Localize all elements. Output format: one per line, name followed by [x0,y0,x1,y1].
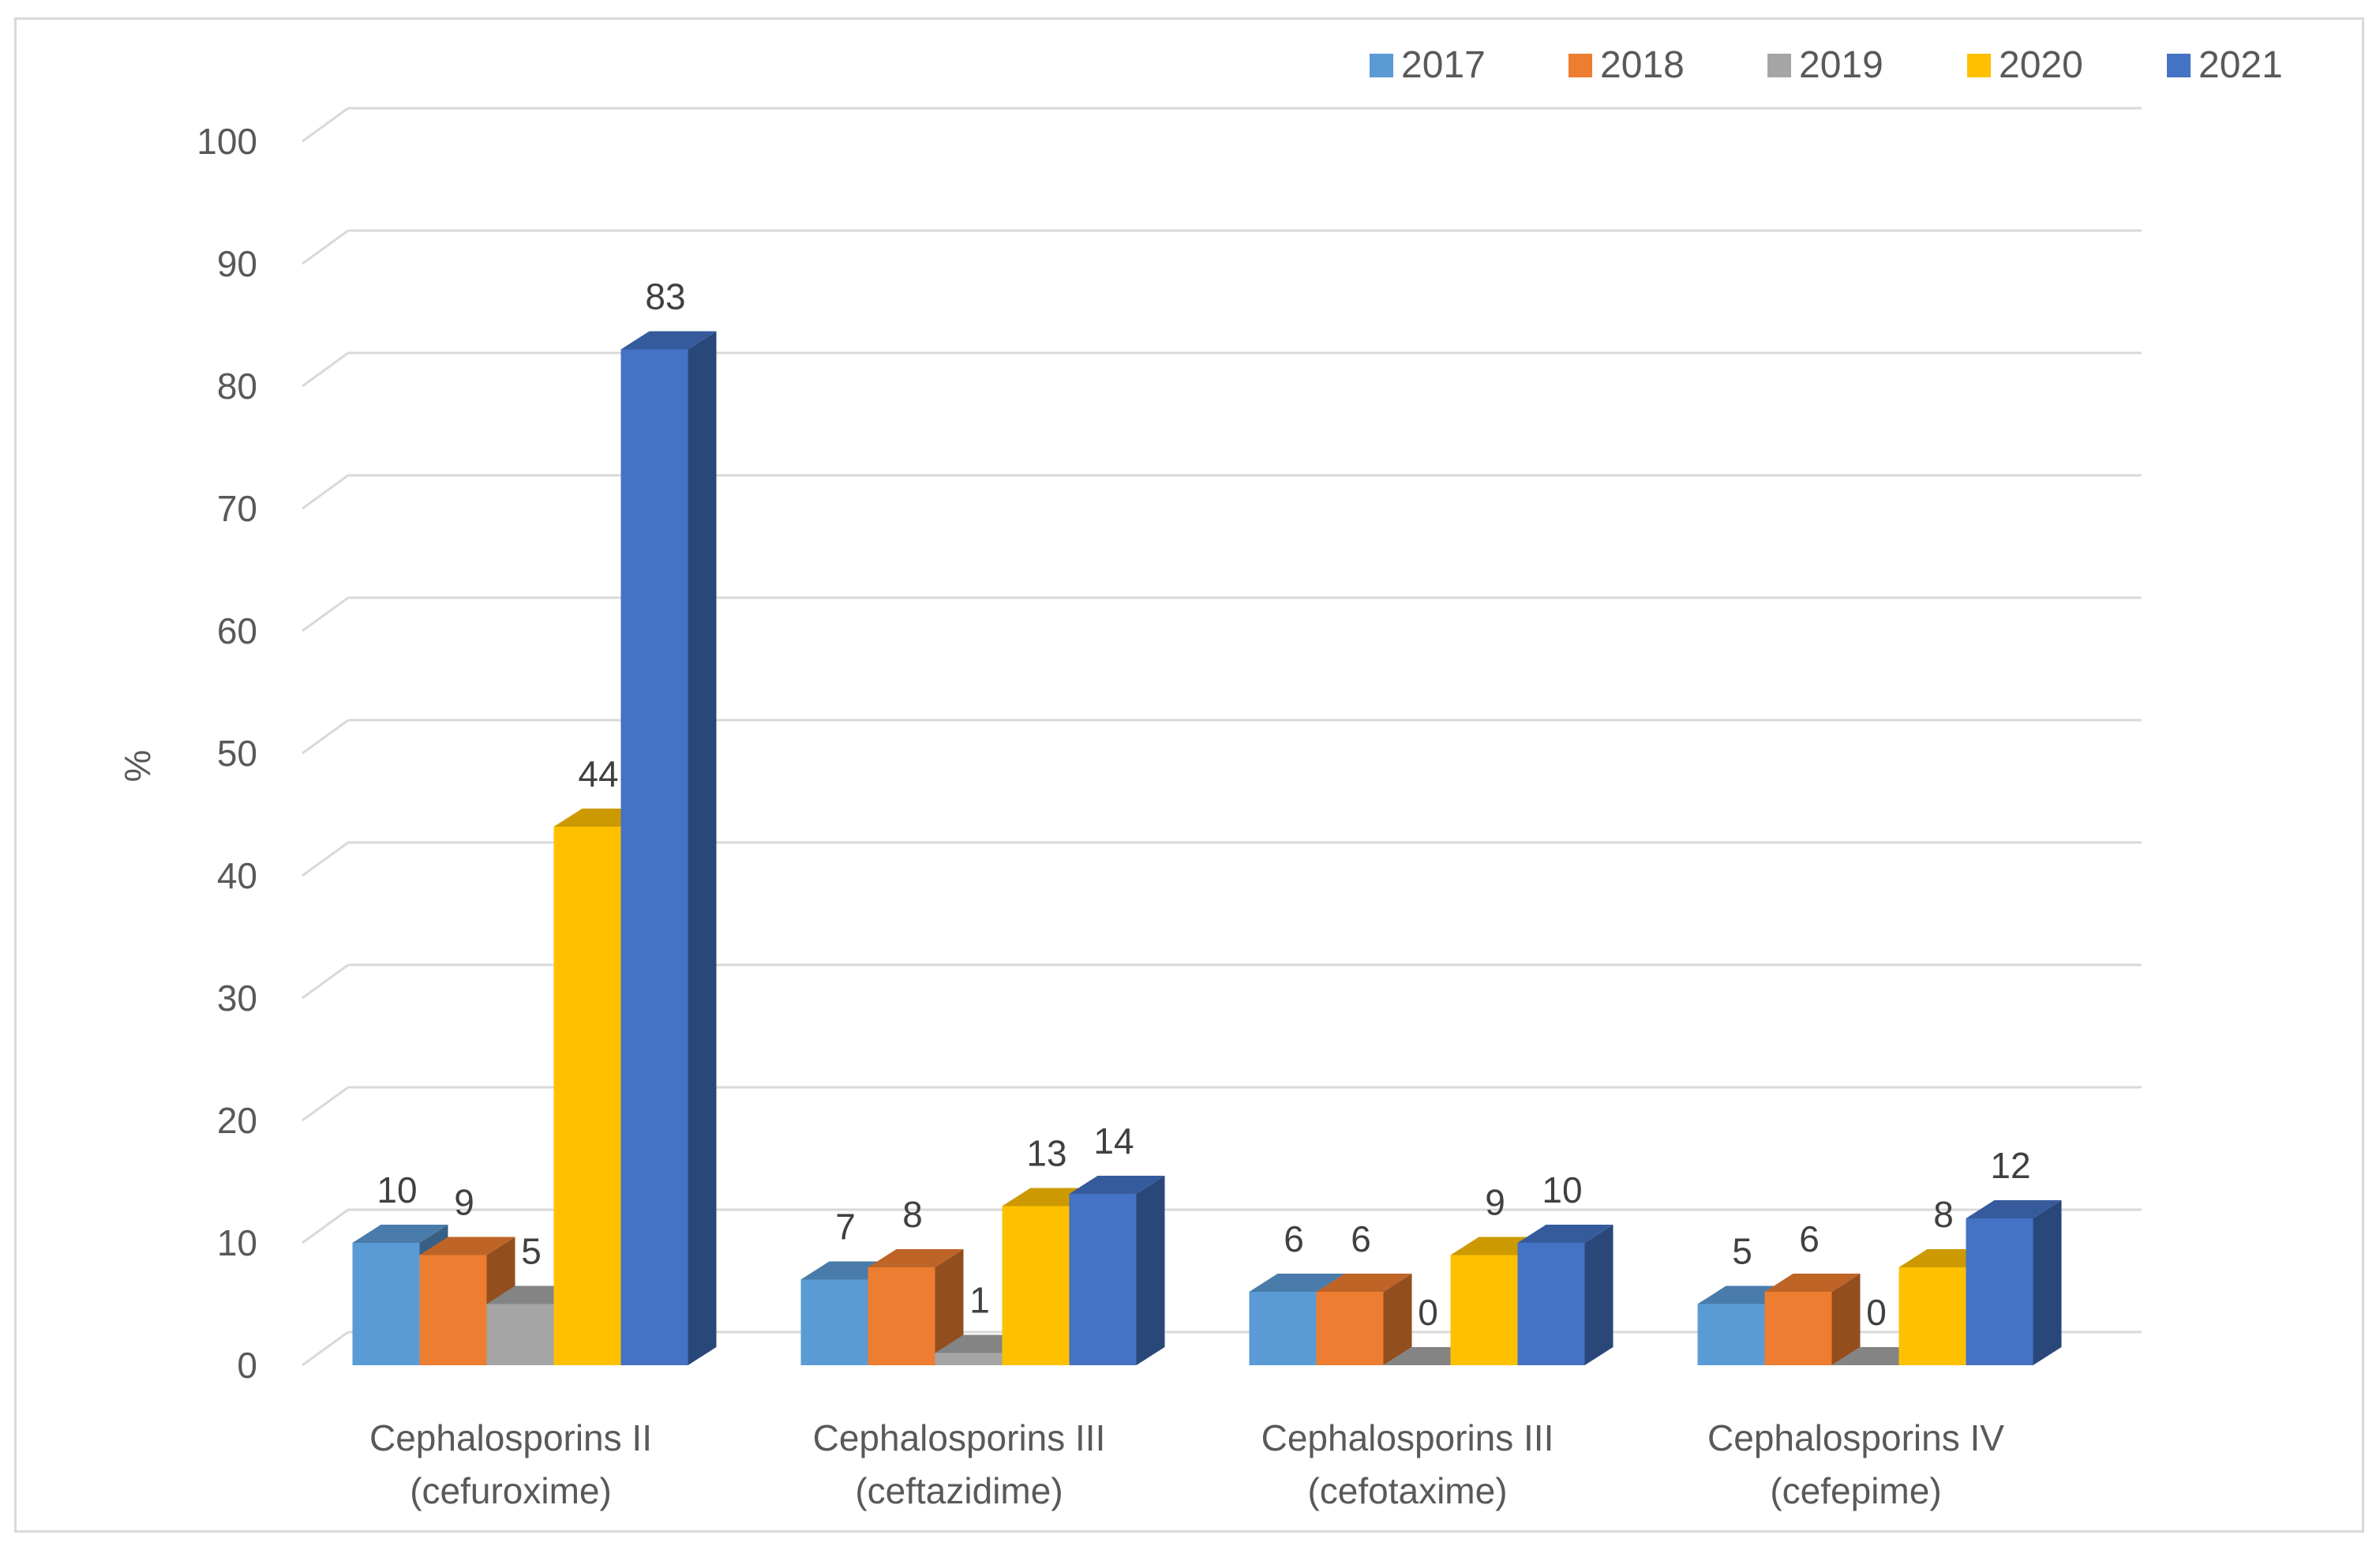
x-tick-label: (cefepime) [1770,1470,1941,1511]
bar-2018 [1764,1292,1832,1365]
bar-side [688,331,717,1365]
bar-side [935,1249,964,1365]
gridline-depth [302,841,349,877]
data-label: 9 [1485,1182,1505,1223]
bar-2021 [1069,1194,1137,1365]
y-tick-label: 40 [217,855,257,896]
gridline-depth [302,596,349,632]
bar-top [620,331,717,350]
bar-top [1069,1176,1165,1194]
data-label: 0 [1866,1292,1887,1333]
y-tick-label: 60 [217,610,257,651]
bar-2018 [868,1267,935,1365]
bar-2020 [1898,1267,1966,1365]
bar-side [2033,1200,2062,1365]
legend-swatch-2021 [2167,54,2191,77]
bar-2020 [553,827,621,1365]
x-tick-label: (cefotaxime) [1307,1470,1507,1511]
gridline-depth [302,1330,349,1367]
bar-top [1517,1225,1614,1243]
gridline-depth [302,1208,349,1244]
bar-2017 [352,1243,420,1365]
y-tick-label: 50 [217,733,257,774]
bar-2020 [1002,1206,1070,1365]
bar-2021 [1517,1243,1585,1365]
legend-swatch-2019 [1767,54,1791,77]
x-tick-label: (cefuroxime) [410,1470,612,1511]
bar-top [1316,1274,1412,1292]
data-label: 10 [377,1169,417,1210]
gridline-depth [302,963,349,1000]
x-tick-label: Cephalosporins II [369,1417,652,1458]
legend-swatch-2020 [1967,54,1991,77]
legend-label-2018: 2018 [1600,44,1685,86]
gridline-depth [302,1086,349,1122]
y-tick-label: 100 [197,121,257,162]
x-tick-label: Cephalosporins III [813,1417,1106,1458]
legend-label-2019: 2019 [1799,44,1883,86]
data-label: 5 [521,1231,542,1272]
gridline-depth [302,229,349,265]
bar-side [1136,1176,1165,1365]
data-label: 44 [578,753,618,794]
bar-2017 [1249,1292,1317,1365]
data-label: 8 [902,1194,923,1235]
y-axis-title: % [117,750,158,783]
data-label: 13 [1026,1133,1066,1174]
y-tick-label: 70 [217,488,257,529]
bar-2019 [935,1353,1003,1365]
y-tick-label: 0 [237,1345,257,1386]
bar-2019 [486,1304,554,1365]
x-tick-label: (ceftazidime) [855,1470,1063,1511]
data-label: 1 [969,1280,990,1321]
y-tick-label: 30 [217,978,257,1019]
legend-label-2017: 2017 [1401,44,1486,86]
bar-2018 [1316,1292,1384,1365]
x-tick-label: Cephalosporins III [1261,1417,1554,1458]
bar-2020 [1450,1255,1518,1365]
bar-2017 [1697,1304,1765,1365]
data-label: 6 [1284,1218,1304,1259]
data-label: 14 [1093,1120,1134,1162]
data-label: 10 [1542,1169,1582,1210]
bar-top [1966,1200,2062,1218]
data-label: 9 [454,1182,474,1223]
x-tick-label: Cephalosporins IV [1707,1417,2004,1458]
bar-2018 [419,1255,487,1365]
y-tick-label: 90 [217,243,257,284]
data-label: 8 [1933,1194,1954,1235]
bar-2017 [800,1279,868,1365]
gridline-depth [302,719,349,755]
bar-top [352,1225,448,1243]
gridline-depth [302,107,349,143]
data-label: 6 [1799,1218,1820,1259]
bar-side [1584,1225,1614,1365]
bar-side [1383,1274,1412,1365]
bar-top [1764,1274,1861,1292]
bar-top [1249,1274,1345,1292]
gridline-depth [302,474,349,510]
data-label: 7 [835,1207,856,1248]
data-label: 6 [1351,1218,1371,1259]
bar-2021 [1966,1218,2033,1365]
legend-label-2021: 2021 [2198,44,2283,86]
y-tick-label: 20 [217,1100,257,1141]
bar-top [419,1237,515,1255]
gridline-depth [302,351,349,388]
y-tick-label: 80 [217,366,257,407]
legend-label-2020: 2020 [1999,44,2083,86]
bar-2021 [620,349,688,1365]
legend-swatch-2018 [1569,54,1592,77]
bar-top [868,1249,964,1267]
data-label: 83 [645,276,685,317]
data-label: 12 [1990,1145,2030,1186]
bar-side [1831,1274,1861,1365]
data-label: 5 [1732,1231,1752,1272]
data-label: 0 [1418,1292,1438,1333]
y-tick-label: 10 [217,1222,257,1263]
legend-swatch-2017 [1370,54,1393,77]
